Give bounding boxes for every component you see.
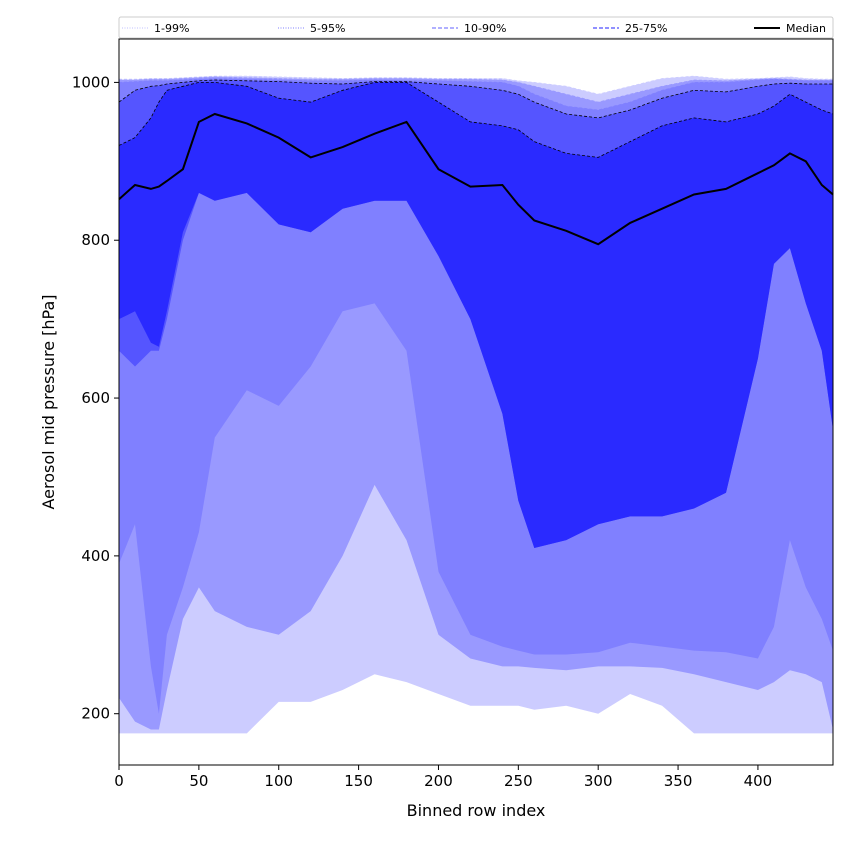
band-1-upper-line [119,75,833,95]
legend-label-4: Median [786,22,826,35]
legend: 1-99% 5-95% 10-90% 25-75% Median [118,16,834,39]
legend-label-2: 10-90% [464,22,506,35]
y-tick-label-600: 600 [81,389,110,407]
band-5-upper-line [118,82,834,158]
plot-frame [118,38,834,766]
band-3-upper-line [118,78,833,111]
x-tick-label-50: 50 [189,772,208,790]
median-line [118,112,834,246]
band-4-upper-line [118,79,833,119]
x-tick-label-0: 0 [114,772,124,790]
legend-label-3: 25-75% [625,22,667,35]
x-tick-label-350: 350 [664,772,693,790]
band-2-upper-line [119,76,833,103]
x-tick-label-400: 400 [744,772,773,790]
x-axis-label: Binned row index [407,801,546,820]
x-tick-label-150: 150 [344,772,373,790]
legend-label-0: 1-99% [154,22,189,35]
y-tick-label-800: 800 [81,231,110,249]
x-tick-label-200: 200 [424,772,453,790]
x-tick-label-250: 250 [504,772,533,790]
y-tick-label-400: 400 [81,547,110,565]
band-5 [119,82,833,549]
y-tick-label-1000: 1000 [72,73,110,91]
x-tick-label-300: 300 [584,772,613,790]
y-axis: 200 400 600 800 1000 [72,73,119,723]
percentile-bands [118,75,834,734]
y-axis-label: Aerosol mid pressure [hPa] [39,294,58,509]
legend-label-1: 5-95% [310,22,345,35]
median-line-group [118,112,834,246]
x-axis: 0 50 100 150 200 250 300 350 400 [114,765,772,790]
y-tick-label-200: 200 [81,705,110,723]
x-tick-label-100: 100 [264,772,293,790]
legend-box [118,16,834,39]
